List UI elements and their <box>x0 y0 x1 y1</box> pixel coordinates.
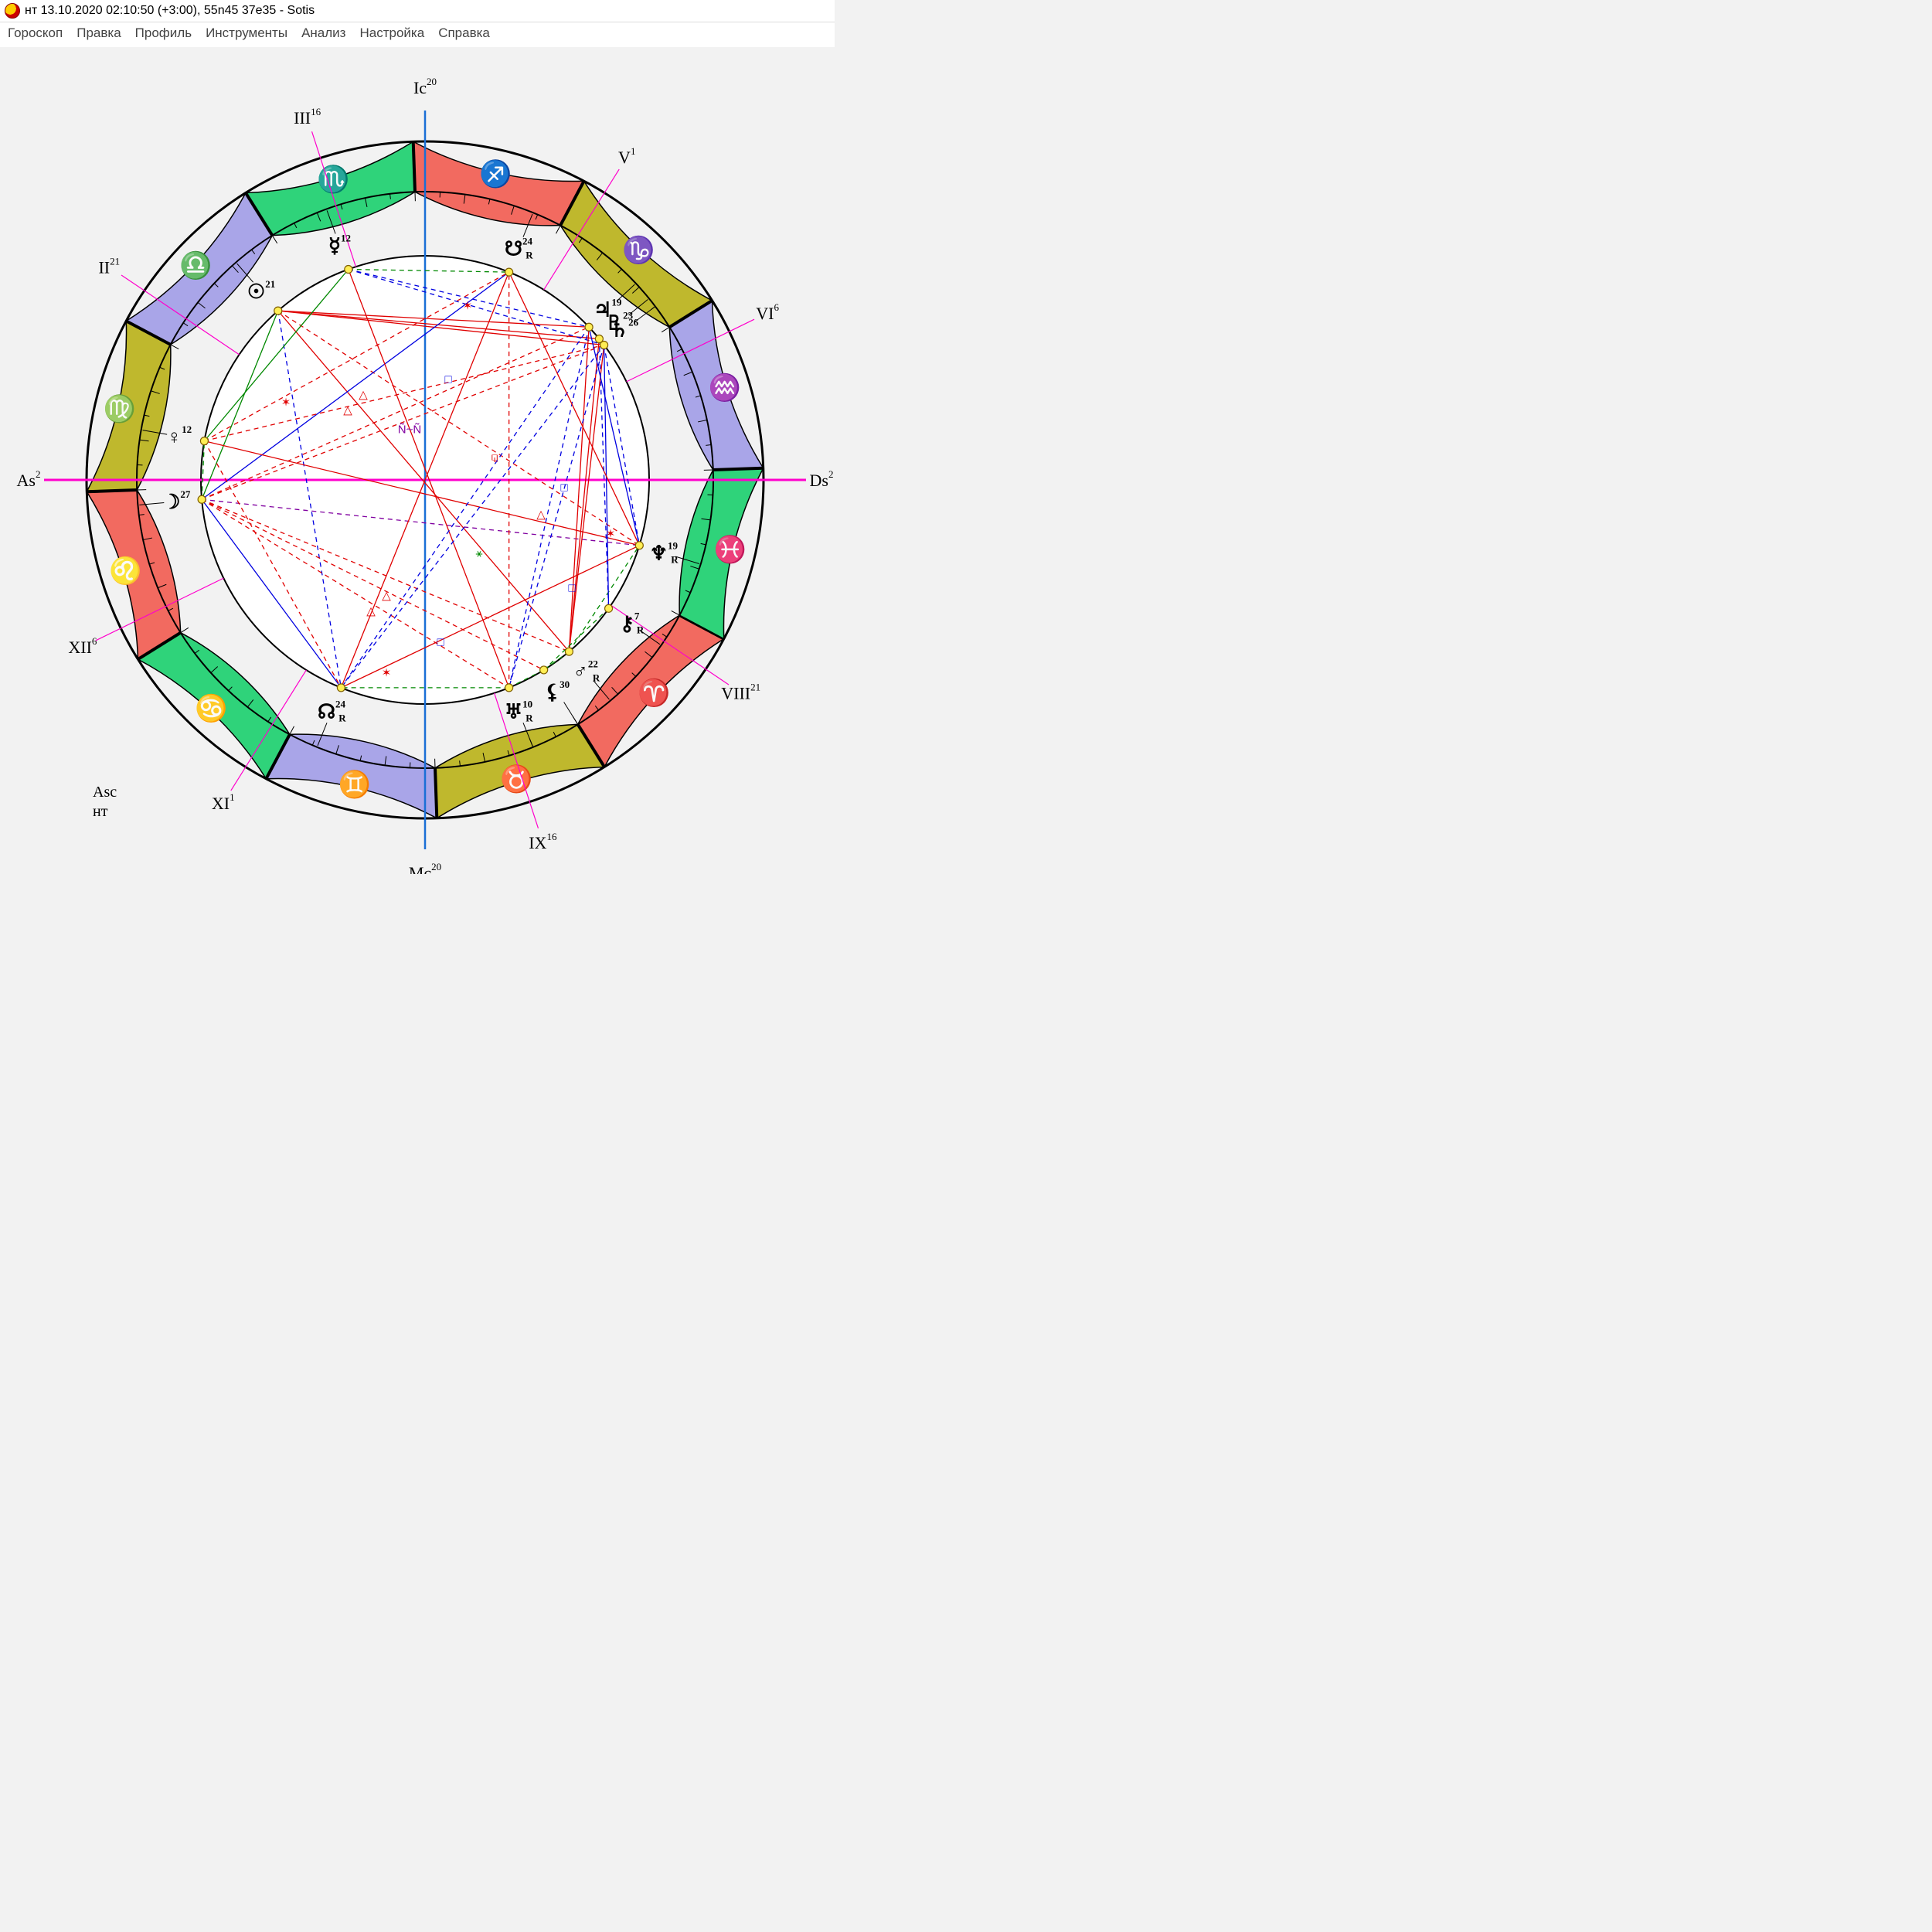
svg-text:△: △ <box>366 605 376 618</box>
svg-text:♐: ♐ <box>479 158 512 189</box>
menu-help[interactable]: Справка <box>438 26 490 41</box>
svg-text:♊: ♊ <box>338 770 371 800</box>
svg-text:⚹: ⚹ <box>475 547 482 560</box>
menu-tools[interactable]: Инструменты <box>206 26 287 41</box>
app-window: нт 13.10.2020 02:10:50 (+3:00), 55n45 37… <box>0 0 835 897</box>
svg-text:♌: ♌ <box>109 556 141 586</box>
svg-text:△: △ <box>536 509 546 522</box>
app-icon <box>5 3 20 19</box>
svg-text:✶: ✶ <box>463 300 473 313</box>
svg-text:Asc: Asc <box>93 784 117 801</box>
menu-analysis[interactable]: Анализ <box>301 26 345 41</box>
svg-text:✶: ✶ <box>606 528 616 541</box>
svg-text:♒: ♒ <box>709 372 741 403</box>
chart-canvas-area: ♈♉♊♋♌♍♎♏♐♑♒♓II21III16V1VI6VIII21IX16XI1X… <box>0 47 835 897</box>
window-title: нт 13.10.2020 02:10:50 (+3:00), 55n45 37… <box>25 4 315 18</box>
svg-text:Ñ~Ñ: Ñ~Ñ <box>398 423 421 437</box>
natal-chart[interactable]: ♈♉♊♋♌♍♎♏♐♑♒♓II21III16V1VI6VIII21IX16XI1X… <box>0 55 835 874</box>
svg-text:□: □ <box>444 373 451 386</box>
svg-text:♈: ♈ <box>638 678 670 708</box>
svg-text:нт: нт <box>93 803 108 820</box>
svg-text:△: △ <box>343 404 352 417</box>
svg-text:♑: ♑ <box>622 235 655 265</box>
svg-text:♏: ♏ <box>317 165 349 195</box>
menu-edit[interactable]: Правка <box>77 26 121 41</box>
svg-text:□: □ <box>560 481 567 495</box>
menu-profile[interactable]: Профиль <box>135 26 192 41</box>
menu-settings[interactable]: Настройка <box>359 26 424 41</box>
svg-text:□: □ <box>437 636 444 649</box>
svg-text:♎: ♎ <box>179 250 212 281</box>
svg-text:✶: ✶ <box>382 667 392 680</box>
svg-text:△: △ <box>382 590 391 603</box>
svg-text:♓: ♓ <box>714 535 747 565</box>
svg-text:♉: ♉ <box>500 764 532 794</box>
svg-text:Mc20: Mc20 <box>409 861 441 875</box>
title-bar: нт 13.10.2020 02:10:50 (+3:00), 55n45 37… <box>0 0 835 22</box>
svg-text:✶: ✶ <box>281 396 291 410</box>
svg-text:♍: ♍ <box>104 393 136 423</box>
svg-text:△: △ <box>359 389 368 402</box>
menu-bar: Гороскоп Правка Профиль Инструменты Анал… <box>0 22 835 47</box>
svg-text:♋: ♋ <box>195 693 227 723</box>
svg-text:⚼: ⚼ <box>491 451 498 464</box>
menu-horoscope[interactable]: Гороскоп <box>8 26 63 41</box>
svg-text:□: □ <box>568 582 575 595</box>
